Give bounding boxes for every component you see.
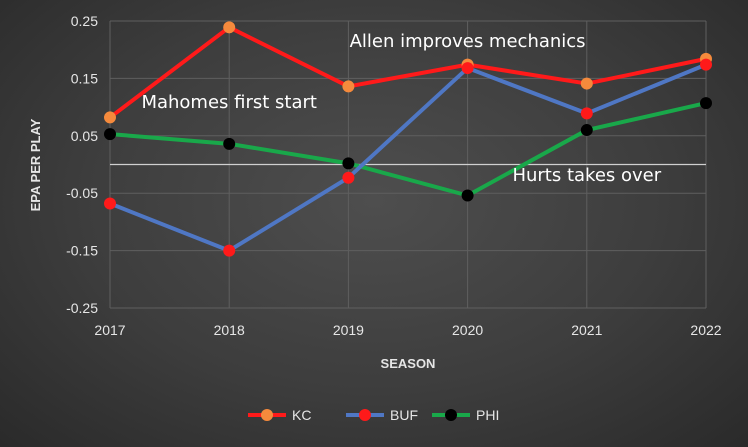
data-point xyxy=(461,189,474,202)
x-tick-label: 2022 xyxy=(690,322,721,338)
data-point xyxy=(342,157,355,170)
y-tick-label: 0.15 xyxy=(71,70,98,86)
legend-marker xyxy=(359,409,371,421)
y-axis-title: EPA PER PLAY xyxy=(28,118,43,211)
annotations: Allen improves mechanics Mahomes first st… xyxy=(141,31,661,186)
x-tick-labels: 2017 2018 2019 2020 2021 2022 xyxy=(94,322,721,338)
x-axis-title: SEASON xyxy=(381,356,436,371)
legend-label: BUF xyxy=(390,407,418,423)
series-line xyxy=(108,25,707,120)
data-point xyxy=(580,77,593,90)
x-tick-label: 2021 xyxy=(571,322,602,338)
data-point xyxy=(104,111,116,124)
legend-item-phi: PHI xyxy=(432,407,499,423)
series-kc xyxy=(108,25,707,120)
data-point xyxy=(700,58,712,71)
data-point xyxy=(104,197,116,210)
y-tick-label: 0.05 xyxy=(71,128,98,144)
y-tick-label: -0.25 xyxy=(66,300,98,316)
y-tick-labels: 0.25 0.15 0.05 -0.05 -0.15 -0.25 xyxy=(66,13,98,316)
series-buf xyxy=(109,62,707,253)
series-line xyxy=(109,101,707,198)
legend-item-kc: KC xyxy=(248,407,311,423)
x-tick-label: 2019 xyxy=(333,322,364,338)
data-point xyxy=(223,21,236,34)
legend-item-buf: BUF xyxy=(346,407,418,423)
y-tick-label: -0.15 xyxy=(66,243,98,259)
x-tick-label: 2020 xyxy=(452,322,483,338)
x-tick-label: 2018 xyxy=(214,322,245,338)
legend-marker xyxy=(261,409,273,421)
legend-marker xyxy=(445,409,457,421)
data-point xyxy=(104,128,116,141)
y-tick-label: -0.05 xyxy=(66,185,98,201)
annotation-text: Hurts takes over xyxy=(512,165,661,186)
data-point xyxy=(580,107,593,120)
data-point xyxy=(342,171,355,184)
legend: KC BUF PHI xyxy=(248,407,499,423)
x-tick-label: 2017 xyxy=(94,322,125,338)
data-point xyxy=(223,137,236,150)
y-tick-label: 0.25 xyxy=(71,13,98,29)
markers-buf xyxy=(104,58,712,257)
series-layer xyxy=(104,21,712,257)
data-point xyxy=(461,62,474,75)
data-point xyxy=(223,244,236,257)
series-phi xyxy=(109,101,707,198)
annotation-text: Allen improves mechanics xyxy=(350,31,586,52)
annotation-text: Mahomes first start xyxy=(141,92,317,113)
legend-label: KC xyxy=(292,407,311,423)
markers-phi xyxy=(104,97,712,202)
data-point xyxy=(342,80,355,93)
series-line xyxy=(109,62,707,253)
data-point xyxy=(700,97,712,110)
data-point xyxy=(580,124,593,137)
legend-label: PHI xyxy=(476,407,499,423)
